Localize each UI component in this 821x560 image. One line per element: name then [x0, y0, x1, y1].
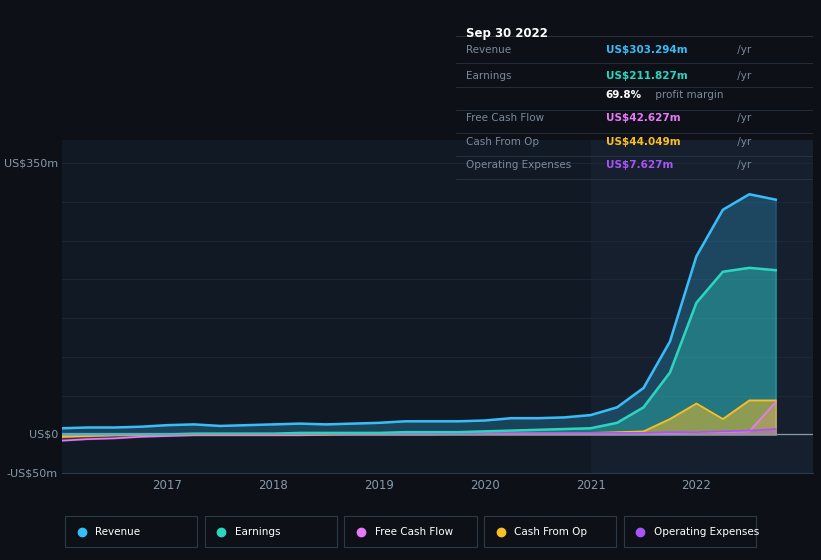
- Text: US$303.294m: US$303.294m: [606, 45, 687, 55]
- Text: US$44.049m: US$44.049m: [606, 137, 681, 147]
- Text: Operating Expenses: Operating Expenses: [654, 526, 759, 536]
- Text: Cash From Op: Cash From Op: [466, 137, 539, 147]
- Text: Revenue: Revenue: [466, 45, 511, 55]
- Text: profit margin: profit margin: [652, 90, 723, 100]
- Text: /yr: /yr: [734, 71, 751, 81]
- Text: US$0: US$0: [29, 430, 57, 440]
- Text: US$42.627m: US$42.627m: [606, 114, 681, 123]
- Text: -US$50m: -US$50m: [7, 468, 57, 478]
- Text: US$211.827m: US$211.827m: [606, 71, 687, 81]
- Text: 69.8%: 69.8%: [606, 90, 642, 100]
- Text: Operating Expenses: Operating Expenses: [466, 160, 571, 170]
- Text: Earnings: Earnings: [235, 526, 281, 536]
- Text: /yr: /yr: [734, 114, 751, 123]
- Text: Revenue: Revenue: [95, 526, 140, 536]
- Text: US$7.627m: US$7.627m: [606, 160, 673, 170]
- Text: Earnings: Earnings: [466, 71, 511, 81]
- Text: US$350m: US$350m: [3, 158, 57, 168]
- Text: /yr: /yr: [734, 160, 751, 170]
- Text: /yr: /yr: [734, 137, 751, 147]
- Text: /yr: /yr: [734, 45, 751, 55]
- Text: Cash From Op: Cash From Op: [514, 526, 587, 536]
- Text: Free Cash Flow: Free Cash Flow: [374, 526, 452, 536]
- Text: Free Cash Flow: Free Cash Flow: [466, 114, 544, 123]
- Bar: [590, 140, 821, 473]
- Text: Sep 30 2022: Sep 30 2022: [466, 27, 548, 40]
